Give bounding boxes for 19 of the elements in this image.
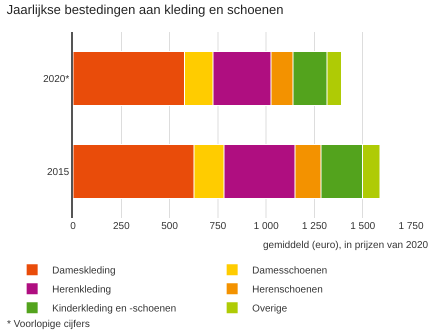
x-tick-label: 1 750 <box>398 221 424 232</box>
legend-label: Dameskleding <box>52 266 116 277</box>
text: * Voorlopige cijfers <box>7 319 90 330</box>
chart-title: Jaarlijkse bestedingen aan kleding en schoenen <box>6 2 284 18</box>
legend-label: Herenkleding <box>52 284 112 296</box>
x-tick-label: 1 500 <box>350 221 376 232</box>
x-tick-label: 0 <box>70 221 76 232</box>
legend-label: Herenschoenen <box>252 284 323 296</box>
y-tick-label: 2015 <box>47 167 70 178</box>
legend-label: Kinderkleding en -schoenen <box>52 304 176 315</box>
x-tick-label: 250 <box>112 221 130 232</box>
legend-label: Overige <box>252 304 288 315</box>
legend-label: Damesschoenen <box>252 266 328 277</box>
x-tick-label: 1 250 <box>302 221 328 232</box>
x-axis-title: gemiddeld (euro), in prijzen van 2020 <box>263 240 429 251</box>
x-tick-label: 500 <box>161 221 178 232</box>
y-tick-label: 2020* <box>43 74 70 85</box>
x-tick-label: 1 000 <box>254 221 280 232</box>
x-tick-label: 750 <box>210 221 227 232</box>
